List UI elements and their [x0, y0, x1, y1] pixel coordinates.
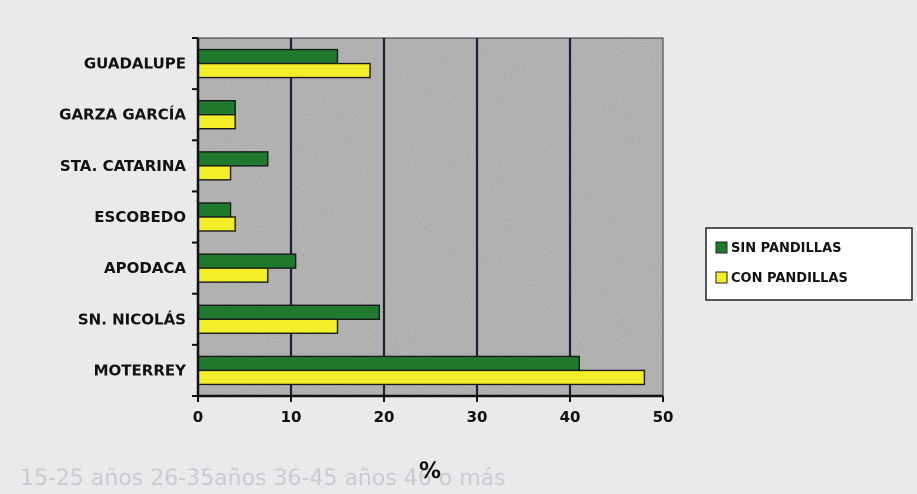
x-tick-label: 50: [653, 408, 674, 426]
bar-con-pandillas: [197, 216, 236, 232]
legend: SIN PANDILLAS CON PANDILLAS: [705, 227, 913, 301]
x-tick-label: 0: [193, 408, 203, 426]
gridlines: [289, 38, 572, 396]
x-tick-label: 40: [560, 408, 581, 426]
category-label: APODACA: [104, 259, 186, 277]
legend-box: [705, 227, 913, 301]
x-tick-label: 30: [467, 408, 488, 426]
legend-label-con-pandillas: CON PANDILLAS: [731, 271, 848, 286]
bar-con-pandillas: [197, 165, 232, 181]
x-axis-title: %: [419, 459, 441, 484]
category-label: GARZA GARCÍA: [59, 105, 186, 124]
bar-sin-pandillas: [197, 304, 381, 320]
axes: [192, 37, 664, 402]
legend-swatch-con-pandillas: [715, 271, 728, 284]
bar-sin-pandillas: [197, 253, 297, 269]
bar-sin-pandillas: [197, 355, 580, 372]
bar-con-pandillas: [197, 62, 371, 79]
category-label: SN. NICOLÁS: [78, 309, 186, 328]
category-label: MOTERREY: [94, 361, 188, 379]
bar-con-pandillas: [197, 369, 646, 386]
legend-label-sin-pandillas: SIN PANDILLAS: [731, 241, 842, 256]
bar-con-pandillas: [197, 267, 269, 283]
category-label: GUADALUPE: [84, 55, 186, 73]
bar-con-pandillas: [197, 318, 339, 334]
bar-sin-pandillas: [197, 48, 339, 65]
bar-sin-pandillas: [197, 151, 269, 167]
background-text: 15-25 años 26-35años 36-45 años 46 o más: [20, 466, 506, 491]
plot-texture: [198, 38, 663, 396]
bar-sin-pandillas: [197, 100, 236, 116]
bar-con-pandillas: [197, 114, 236, 130]
bar-sin-pandillas: [197, 202, 232, 218]
category-labels: GUADALUPE GARZA GARCÍA STA. CATARINA ESC…: [59, 55, 187, 380]
bars: [197, 48, 646, 386]
category-label: ESCOBEDO: [94, 208, 186, 226]
category-label: STA. CATARINA: [60, 157, 186, 175]
x-tick-labels: 0 10 20 30 40 50: [193, 408, 674, 426]
plot-area: [197, 37, 664, 397]
x-tick-label: 10: [281, 408, 302, 426]
x-tick-label: 20: [374, 408, 395, 426]
legend-swatch-sin-pandillas: [715, 241, 728, 254]
